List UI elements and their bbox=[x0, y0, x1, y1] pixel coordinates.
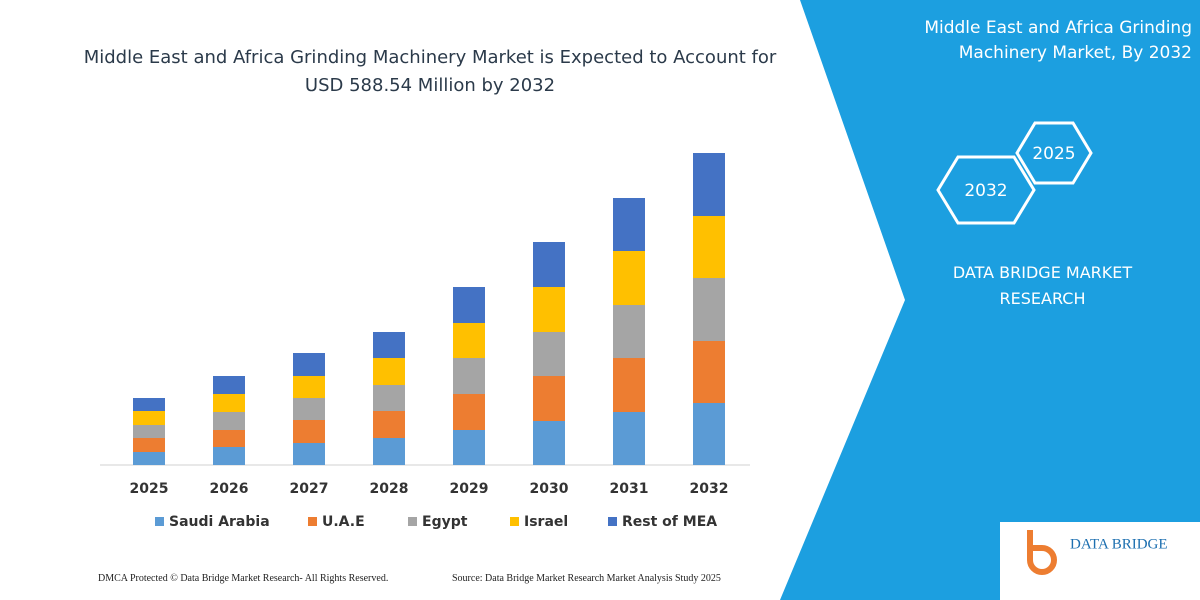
panel-bg bbox=[780, 0, 1200, 600]
x-tick-label: 2031 bbox=[610, 481, 649, 497]
legend-swatch bbox=[155, 517, 164, 526]
x-tick-label: 2027 bbox=[290, 481, 329, 497]
x-tick-label: 2025 bbox=[130, 481, 169, 497]
legend-label: Egypt bbox=[422, 514, 468, 530]
bar-segment bbox=[133, 411, 165, 425]
bar-segment bbox=[693, 278, 725, 341]
bar-segment bbox=[293, 398, 325, 420]
bar-segment bbox=[133, 398, 165, 411]
bar-segment bbox=[613, 305, 645, 358]
bar-segment bbox=[693, 216, 725, 278]
bar-segment bbox=[693, 403, 725, 465]
bar-segment bbox=[453, 358, 485, 394]
hex-label: 2032 bbox=[964, 181, 1007, 201]
bar-segment bbox=[613, 358, 645, 412]
bar-segment bbox=[533, 332, 565, 376]
x-tick-label: 2032 bbox=[690, 481, 729, 497]
legend-label: Saudi Arabia bbox=[169, 514, 270, 530]
bar-segment bbox=[213, 394, 245, 412]
logo-mark bbox=[1027, 530, 1057, 575]
legend-swatch bbox=[408, 517, 417, 526]
legend-label: Israel bbox=[524, 514, 568, 530]
bar-segment bbox=[373, 385, 405, 411]
bar-segment bbox=[133, 438, 165, 452]
bar-segment bbox=[213, 412, 245, 430]
bar-segment bbox=[133, 425, 165, 438]
bar-segment bbox=[693, 341, 725, 403]
bar-segment bbox=[133, 452, 165, 465]
legend-swatch bbox=[510, 517, 519, 526]
bar-segment bbox=[373, 358, 405, 385]
bar-segment bbox=[373, 411, 405, 438]
hex-label: 2025 bbox=[1032, 144, 1075, 164]
footer-right: Source: Data Bridge Market Research Mark… bbox=[452, 573, 721, 584]
bar-segment bbox=[293, 420, 325, 443]
bar-segment bbox=[453, 430, 485, 465]
bar-segment bbox=[533, 242, 565, 287]
legend-swatch bbox=[308, 517, 317, 526]
logo-text: DATA BRIDGE bbox=[1070, 536, 1168, 552]
bar-segment bbox=[453, 287, 485, 323]
bar-segment bbox=[453, 323, 485, 358]
bar-segment bbox=[293, 376, 325, 398]
bar-segment bbox=[213, 447, 245, 465]
bar-segment bbox=[533, 376, 565, 421]
legend-label: Rest of MEA bbox=[622, 514, 717, 530]
bar-segment bbox=[533, 287, 565, 332]
bar-segment bbox=[613, 251, 645, 305]
panel-title: Middle East and Africa Grinding Machiner… bbox=[924, 18, 1192, 63]
bar-segment bbox=[453, 394, 485, 430]
hexagon bbox=[1015, 121, 1093, 185]
bar-segment bbox=[613, 198, 645, 251]
x-tick-label: 2028 bbox=[370, 481, 409, 497]
bar-segment bbox=[373, 438, 405, 465]
bar-segment bbox=[293, 353, 325, 376]
bar-segment bbox=[533, 421, 565, 465]
x-tick-label: 2030 bbox=[530, 481, 569, 497]
bar-segment bbox=[693, 153, 725, 216]
x-tick-label: 2029 bbox=[450, 481, 489, 497]
bar-segment bbox=[213, 430, 245, 447]
logo-bg bbox=[1000, 522, 1200, 600]
x-tick-label: 2026 bbox=[210, 481, 249, 497]
hexagon bbox=[936, 155, 1036, 225]
brand: DATA BRIDGE MARKET RESEARCH bbox=[952, 263, 1133, 308]
chart-title: Middle East and Africa Grinding Machiner… bbox=[83, 47, 777, 96]
bar-segment bbox=[293, 443, 325, 465]
bar-segment bbox=[613, 412, 645, 465]
legend-swatch bbox=[608, 517, 617, 526]
footer-left: DMCA Protected © Data Bridge Market Rese… bbox=[98, 573, 389, 584]
bar-segment bbox=[213, 376, 245, 394]
bar-segment bbox=[373, 332, 405, 358]
legend-label: U.A.E bbox=[322, 514, 365, 530]
